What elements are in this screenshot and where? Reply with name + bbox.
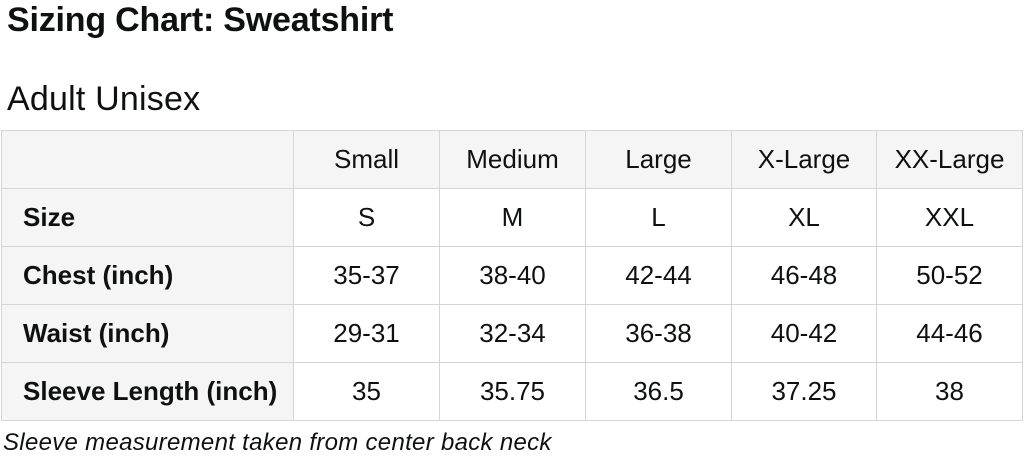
cell-value: L bbox=[585, 187, 732, 247]
page-title: Sizing Chart: Sweatshirt bbox=[7, 1, 394, 39]
cell-value: 35-37 bbox=[293, 245, 440, 305]
column-header-xx-large: XX-Large bbox=[876, 129, 1023, 189]
corner-cell bbox=[1, 129, 294, 189]
row-label: Waist (inch) bbox=[1, 303, 294, 363]
table-row-sleeve-length: Sleeve Length (inch) 35 35.75 36.5 37.25… bbox=[1, 361, 1023, 421]
column-header-x-large: X-Large bbox=[731, 129, 877, 189]
cell-value: 32-34 bbox=[439, 303, 586, 363]
column-header-row: Small Medium Large X-Large XX-Large bbox=[1, 129, 1023, 189]
cell-value: XXL bbox=[876, 187, 1023, 247]
cell-value: 37.25 bbox=[731, 361, 877, 421]
cell-value: 38-40 bbox=[439, 245, 586, 305]
cell-value: 42-44 bbox=[585, 245, 732, 305]
cell-value: 46-48 bbox=[731, 245, 877, 305]
cell-value: 35.75 bbox=[439, 361, 586, 421]
cell-value: 38 bbox=[876, 361, 1023, 421]
cell-value: M bbox=[439, 187, 586, 247]
cell-value: 35 bbox=[293, 361, 440, 421]
table-row-waist: Waist (inch) 29-31 32-34 36-38 40-42 44-… bbox=[1, 303, 1023, 363]
column-header-medium: Medium bbox=[439, 129, 586, 189]
cell-value: 40-42 bbox=[731, 303, 877, 363]
row-label: Size bbox=[1, 187, 294, 247]
cell-value: 36.5 bbox=[585, 361, 732, 421]
table-row-chest: Chest (inch) 35-37 38-40 42-44 46-48 50-… bbox=[1, 245, 1023, 305]
size-chart-table: Small Medium Large X-Large XX-Large Size… bbox=[1, 129, 1023, 421]
cell-value: 29-31 bbox=[293, 303, 440, 363]
table-row-size: Size S M L XL XXL bbox=[1, 187, 1023, 247]
cell-value: 36-38 bbox=[585, 303, 732, 363]
sleeve-measurement-footnote: Sleeve measurement taken from center bac… bbox=[3, 428, 552, 456]
cell-value: 44-46 bbox=[876, 303, 1023, 363]
page-subtitle: Adult Unisex bbox=[7, 80, 201, 119]
row-label: Sleeve Length (inch) bbox=[1, 361, 294, 421]
cell-value: S bbox=[293, 187, 440, 247]
column-header-large: Large bbox=[585, 129, 732, 189]
cell-value: XL bbox=[731, 187, 877, 247]
cell-value: 50-52 bbox=[876, 245, 1023, 305]
row-label: Chest (inch) bbox=[1, 245, 294, 305]
column-header-small: Small bbox=[293, 129, 440, 189]
